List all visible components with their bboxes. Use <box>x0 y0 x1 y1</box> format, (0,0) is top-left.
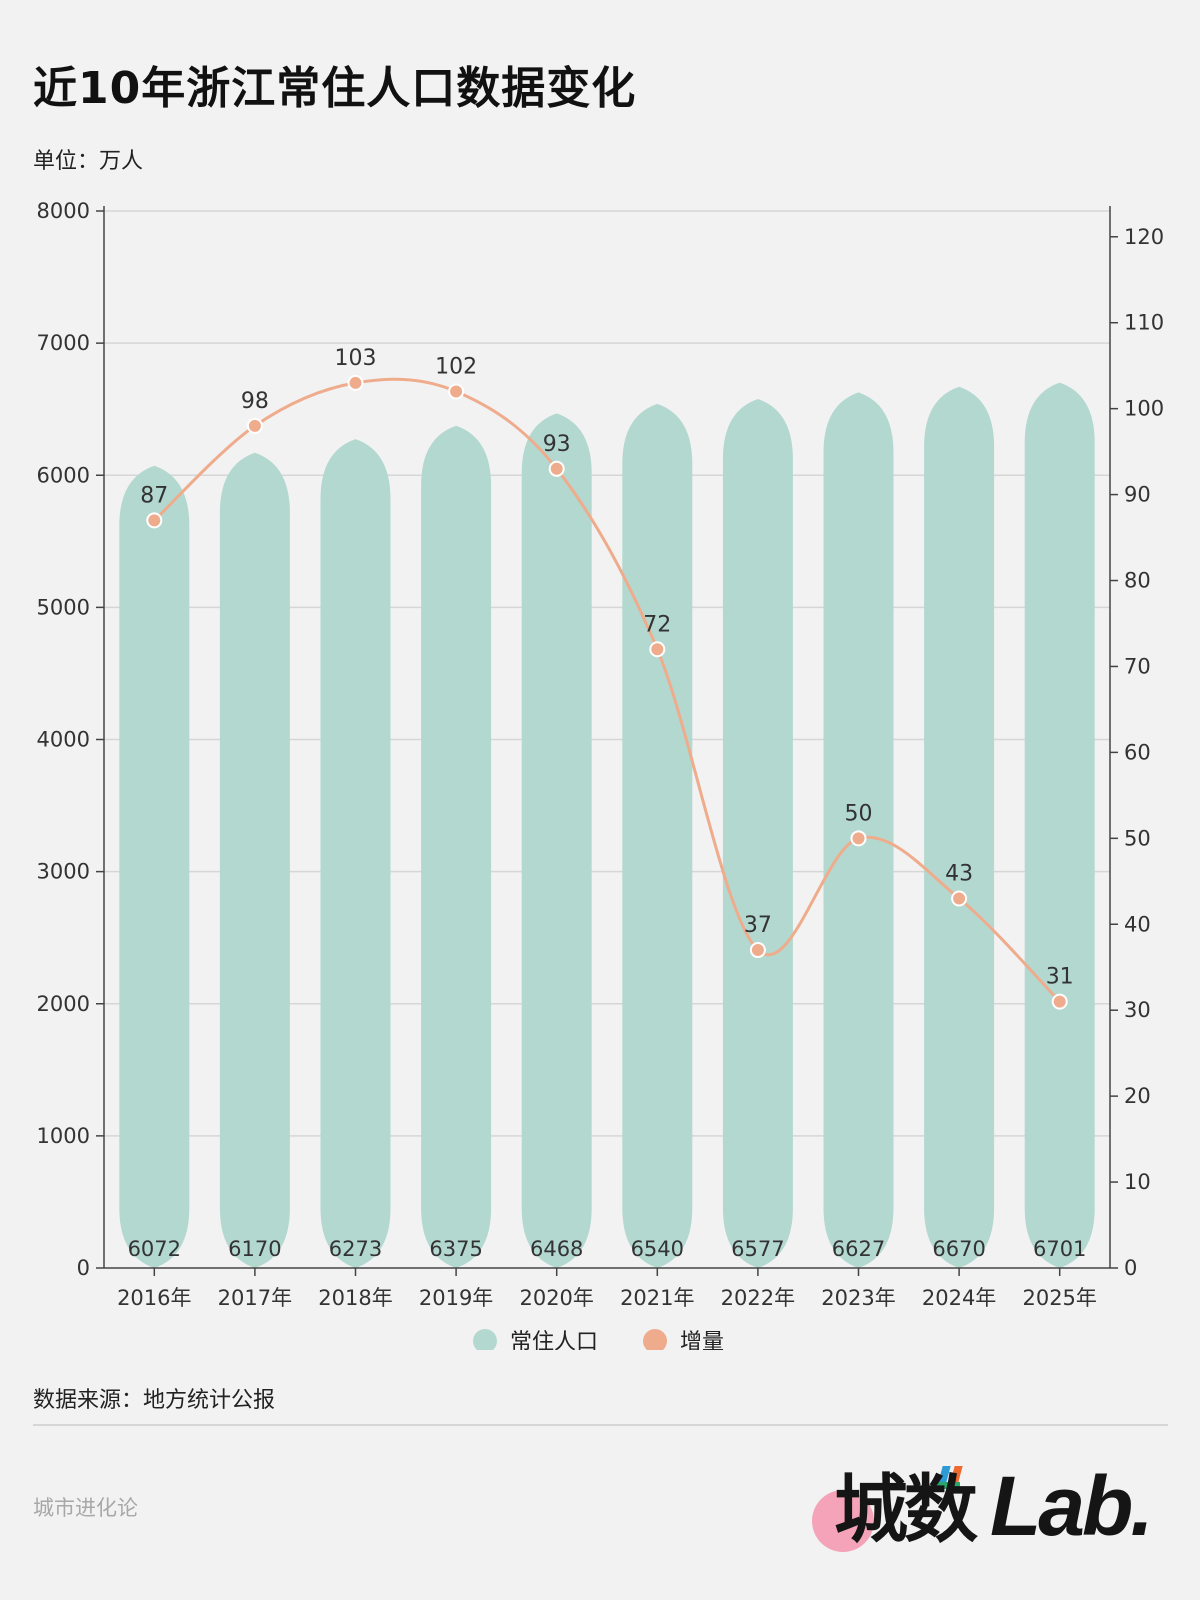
bar-value-label: 6273 <box>329 1237 382 1261</box>
bar-value-label: 6701 <box>1033 1237 1086 1261</box>
increment-value-label: 103 <box>335 346 377 371</box>
increment-value-label: 72 <box>643 612 671 637</box>
bar <box>823 392 894 1269</box>
x-tick-label: 2016年 <box>117 1286 191 1310</box>
left-tick-label: 6000 <box>37 463 90 487</box>
footer-brand: 城市进化论 <box>33 1496 138 1520</box>
increment-point <box>951 890 968 907</box>
x-tick-label: 2021年 <box>620 1286 694 1310</box>
chart: 0 1000 2000 3000 4000 5000 6000 7000 8000 0 10 20 30… <box>37 199 1165 1350</box>
x-tick-label: 2024年 <box>922 1286 996 1310</box>
right-tick-label: 90 <box>1124 483 1151 507</box>
logo-accent-green <box>932 1482 960 1489</box>
legend-swatch-population <box>473 1329 497 1350</box>
right-tick-label: 100 <box>1124 397 1164 421</box>
left-tick-label: 2000 <box>37 992 90 1016</box>
left-tick-label: 3000 <box>37 860 90 884</box>
x-tick-label: 2017年 <box>218 1286 292 1310</box>
right-tick-label: 40 <box>1124 912 1151 936</box>
bar-value-label: 6072 <box>128 1237 181 1261</box>
bar-value-label: 6627 <box>832 1237 885 1261</box>
axes: 0 1000 2000 3000 4000 5000 6000 7000 8000 0 10 20 30… <box>37 199 1165 1310</box>
increment-value-label: 93 <box>543 432 571 457</box>
increment-point <box>448 383 465 400</box>
right-tick-label: 80 <box>1124 569 1151 593</box>
right-tick-label: 120 <box>1124 225 1164 249</box>
right-tick-label: 60 <box>1124 740 1151 764</box>
bar <box>219 452 290 1268</box>
increment-value-label: 50 <box>845 801 873 826</box>
increment-point <box>749 942 766 959</box>
legend-swatch-increment <box>643 1329 667 1350</box>
right-tick-label: 50 <box>1124 826 1151 850</box>
right-tick-label: 10 <box>1124 1170 1151 1194</box>
x-tick-label: 2025年 <box>1022 1286 1096 1310</box>
increment-value-label: 31 <box>1046 965 1074 990</box>
bar-value-label: 6375 <box>429 1237 482 1261</box>
right-tick-label: 20 <box>1124 1084 1151 1108</box>
x-tick-label: 2020年 <box>519 1286 593 1310</box>
bar <box>924 386 995 1268</box>
left-tick-label: 7000 <box>37 331 90 355</box>
increment-point <box>649 641 666 658</box>
logo-circle <box>812 1490 874 1552</box>
line-series <box>146 374 1068 1010</box>
bar-value-label: 6577 <box>731 1237 784 1261</box>
x-tick-label: 2023年 <box>821 1286 895 1310</box>
bar-value-label: 6540 <box>631 1237 684 1261</box>
bar <box>722 399 793 1268</box>
data-source: 数据来源：地方统计公报 <box>33 1388 276 1413</box>
right-tick-label: 0 <box>1124 1256 1137 1280</box>
labels: 6072 6170 6273 6375 6468 6540 6577 6627 6670 6701… <box>128 346 1087 1261</box>
chart-title: 近10年浙江常住人口数据变化 <box>33 63 637 114</box>
right-tick-label: 110 <box>1124 311 1164 335</box>
bar-value-label: 6670 <box>932 1237 985 1261</box>
increment-point <box>548 460 565 477</box>
increment-value-label: 87 <box>140 483 168 508</box>
legend-label-population: 常住人口 <box>510 1330 598 1350</box>
bar-value-label: 6468 <box>530 1237 583 1261</box>
right-tick-label: 70 <box>1124 654 1151 678</box>
left-tick-label: 5000 <box>37 595 90 619</box>
increment-point <box>347 374 364 391</box>
legend-label-increment: 增量 <box>680 1330 724 1350</box>
bar <box>521 413 592 1268</box>
x-tick-label: 2018年 <box>318 1286 392 1310</box>
bar <box>622 403 693 1269</box>
increment-value-label: 102 <box>435 354 477 379</box>
divider <box>33 1424 1168 1426</box>
bar-series <box>119 382 1095 1269</box>
increment-point <box>1051 993 1068 1010</box>
increment-value-label: 37 <box>744 913 772 938</box>
left-tick-label: 4000 <box>37 728 90 752</box>
bar-value-label: 6170 <box>228 1237 281 1261</box>
right-tick-label: 30 <box>1124 998 1151 1022</box>
logo-text-cn: 城数 <box>834 1467 978 1553</box>
increment-point <box>246 417 263 434</box>
unit-label: 单位：万人 <box>33 149 144 174</box>
left-tick-label: 1000 <box>37 1124 90 1148</box>
bar <box>1024 382 1095 1268</box>
x-tick-label: 2022年 <box>721 1286 795 1310</box>
x-tick-label: 2019年 <box>419 1286 493 1310</box>
left-tick-label: 8000 <box>37 199 90 223</box>
legend: 常住人口 增量 <box>473 1329 724 1350</box>
brand-logo: 城数 Lab. <box>812 1450 1172 1560</box>
bar <box>421 425 492 1268</box>
increment-point <box>850 830 867 847</box>
increment-line <box>153 377 1061 1003</box>
increment-value-label: 43 <box>945 861 973 886</box>
bar <box>320 439 391 1268</box>
logo-text-en: Lab. <box>990 1459 1154 1553</box>
left-tick-label: 0 <box>77 1256 90 1280</box>
increment-point <box>146 512 163 529</box>
bar <box>119 465 190 1268</box>
increment-value-label: 98 <box>241 389 269 414</box>
